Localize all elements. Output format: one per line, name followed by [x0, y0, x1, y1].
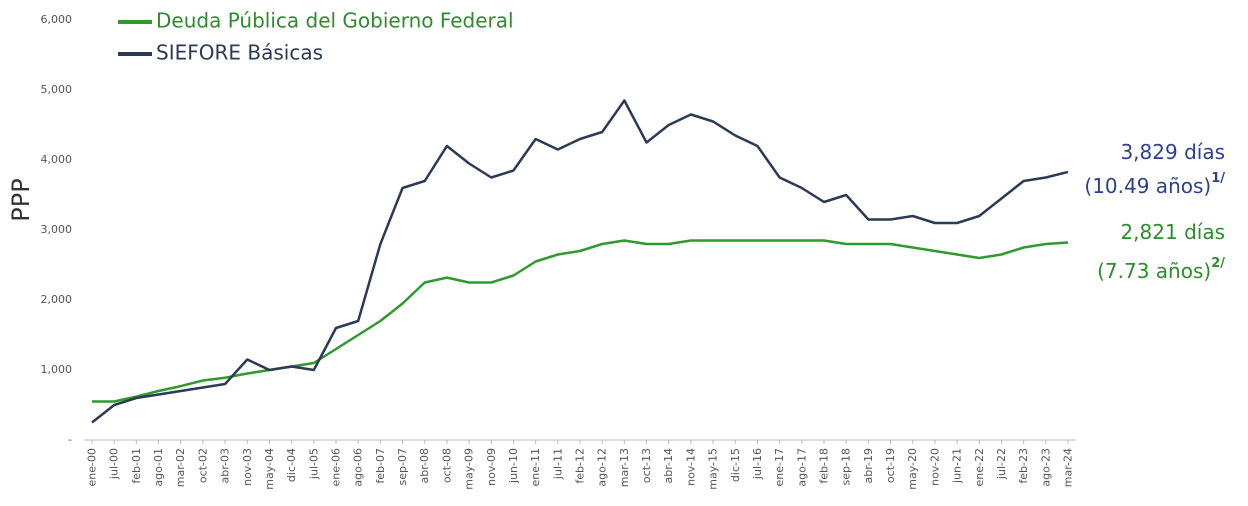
annotation-text: (10.49 años): [1084, 174, 1211, 198]
x-tick-label: ago-06: [352, 448, 365, 487]
y-tick-label: 6,000: [41, 13, 73, 26]
x-tick-label: ene-06: [330, 448, 343, 486]
x-tick-label: nov-14: [684, 448, 697, 486]
x-tick-label: nov-20: [928, 448, 941, 486]
x-tick-label: ene-11: [529, 448, 542, 486]
x-tick-label: ene-22: [973, 448, 986, 486]
annotation-text: 3,829 días: [1120, 140, 1225, 164]
x-tick-label: abr-03: [219, 448, 232, 484]
y-tick-label: 2,000: [41, 293, 73, 306]
x-tick-label: jul-00: [108, 448, 121, 480]
x-tick-label: oct-19: [884, 448, 897, 483]
x-tick-label: nov-09: [485, 448, 498, 486]
x-tick-label: jun-21: [951, 448, 964, 484]
y-tick-label: 4,000: [41, 153, 73, 166]
x-tick-label: may-15: [707, 448, 720, 490]
series-line: [92, 239, 1069, 403]
x-tick-label: jun-10: [507, 448, 520, 484]
y-tick-label: 1,000: [41, 363, 73, 376]
annotation: 3,829 días: [1120, 140, 1225, 164]
x-tick-label: ene-17: [773, 448, 786, 486]
x-tick-label: abr-19: [862, 448, 875, 484]
x-tick-label: dic-15: [729, 448, 742, 482]
series-line: [91, 99, 1069, 424]
x-tick-label: jul-22: [995, 448, 1008, 480]
x-tick-label: mar-02: [174, 448, 187, 487]
x-tick-label: feb-01: [130, 448, 143, 484]
y-axis-label: PPP: [7, 178, 35, 221]
annotation: (7.73 años)2/: [1097, 256, 1225, 283]
y-tick-label: 3,000: [41, 223, 73, 236]
x-tick-label: ago-17: [795, 448, 808, 487]
x-tick-label: feb-23: [1017, 448, 1030, 484]
annotation-note: 2/: [1211, 256, 1225, 271]
y-tick-label: 5,000: [41, 83, 73, 96]
x-tick-label: ago-23: [1039, 448, 1052, 487]
x-tick-label: feb-12: [574, 448, 587, 484]
x-tick-label: oct-02: [196, 448, 209, 483]
x-tick-label: oct-08: [440, 448, 453, 483]
x-tick-label: ene-00: [86, 448, 99, 486]
annotation-note: 1/: [1211, 171, 1225, 186]
x-tick-label: sep-18: [840, 448, 853, 485]
x-tick-label: nov-03: [241, 448, 254, 486]
x-tick-label: jul-16: [751, 448, 764, 480]
x-tick-label: jul-11: [551, 448, 564, 480]
x-tick-label: ago-01: [152, 448, 165, 487]
x-tick-label: feb-07: [374, 448, 387, 484]
annotation-text: (7.73 años): [1097, 259, 1211, 283]
x-tick-label: sep-07: [396, 448, 409, 485]
x-tick-label: jul-05: [307, 448, 320, 480]
annotation: 2,821 días: [1120, 220, 1225, 244]
y-tick-label: -: [68, 433, 72, 446]
x-tick-label: abr-14: [662, 448, 675, 484]
x-tick-label: may-04: [263, 448, 276, 490]
legend-label: Deuda Pública del Gobierno Federal: [156, 9, 514, 33]
x-tick-label: abr-08: [418, 448, 431, 484]
x-tick-label: feb-18: [818, 448, 831, 484]
x-tick-label: ago-12: [596, 448, 609, 487]
x-tick-label: dic-04: [285, 448, 298, 482]
x-tick-label: may-20: [906, 448, 919, 490]
annotation-text: 2,821 días: [1120, 220, 1225, 244]
annotation: (10.49 años)1/: [1084, 171, 1225, 198]
x-tick-label: mar-24: [1062, 448, 1075, 487]
x-tick-label: oct-13: [640, 448, 653, 483]
x-tick-label: may-09: [463, 448, 476, 490]
x-tick-label: mar-13: [618, 448, 631, 487]
legend-label: SIEFORE Básicas: [156, 41, 323, 65]
